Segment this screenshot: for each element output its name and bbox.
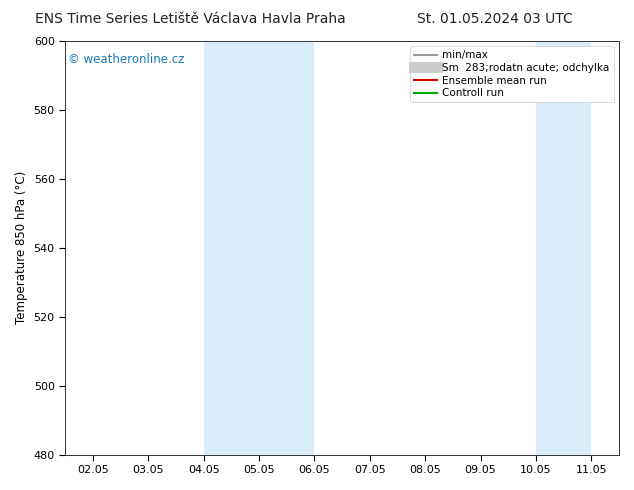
Legend: min/max, Sm  283;rodatn acute; odchylka, Ensemble mean run, Controll run: min/max, Sm 283;rodatn acute; odchylka, … (410, 46, 614, 102)
Y-axis label: Temperature 850 hPa (°C): Temperature 850 hPa (°C) (15, 171, 28, 324)
Text: © weatheronline.cz: © weatheronline.cz (68, 53, 184, 67)
Bar (204, 41, 259, 455)
Text: ENS Time Series Letiště Václava Havla Praha: ENS Time Series Letiště Václava Havla Pr… (35, 12, 346, 26)
Bar (536, 41, 592, 455)
Text: St. 01.05.2024 03 UTC: St. 01.05.2024 03 UTC (417, 12, 573, 26)
Bar (259, 41, 314, 455)
